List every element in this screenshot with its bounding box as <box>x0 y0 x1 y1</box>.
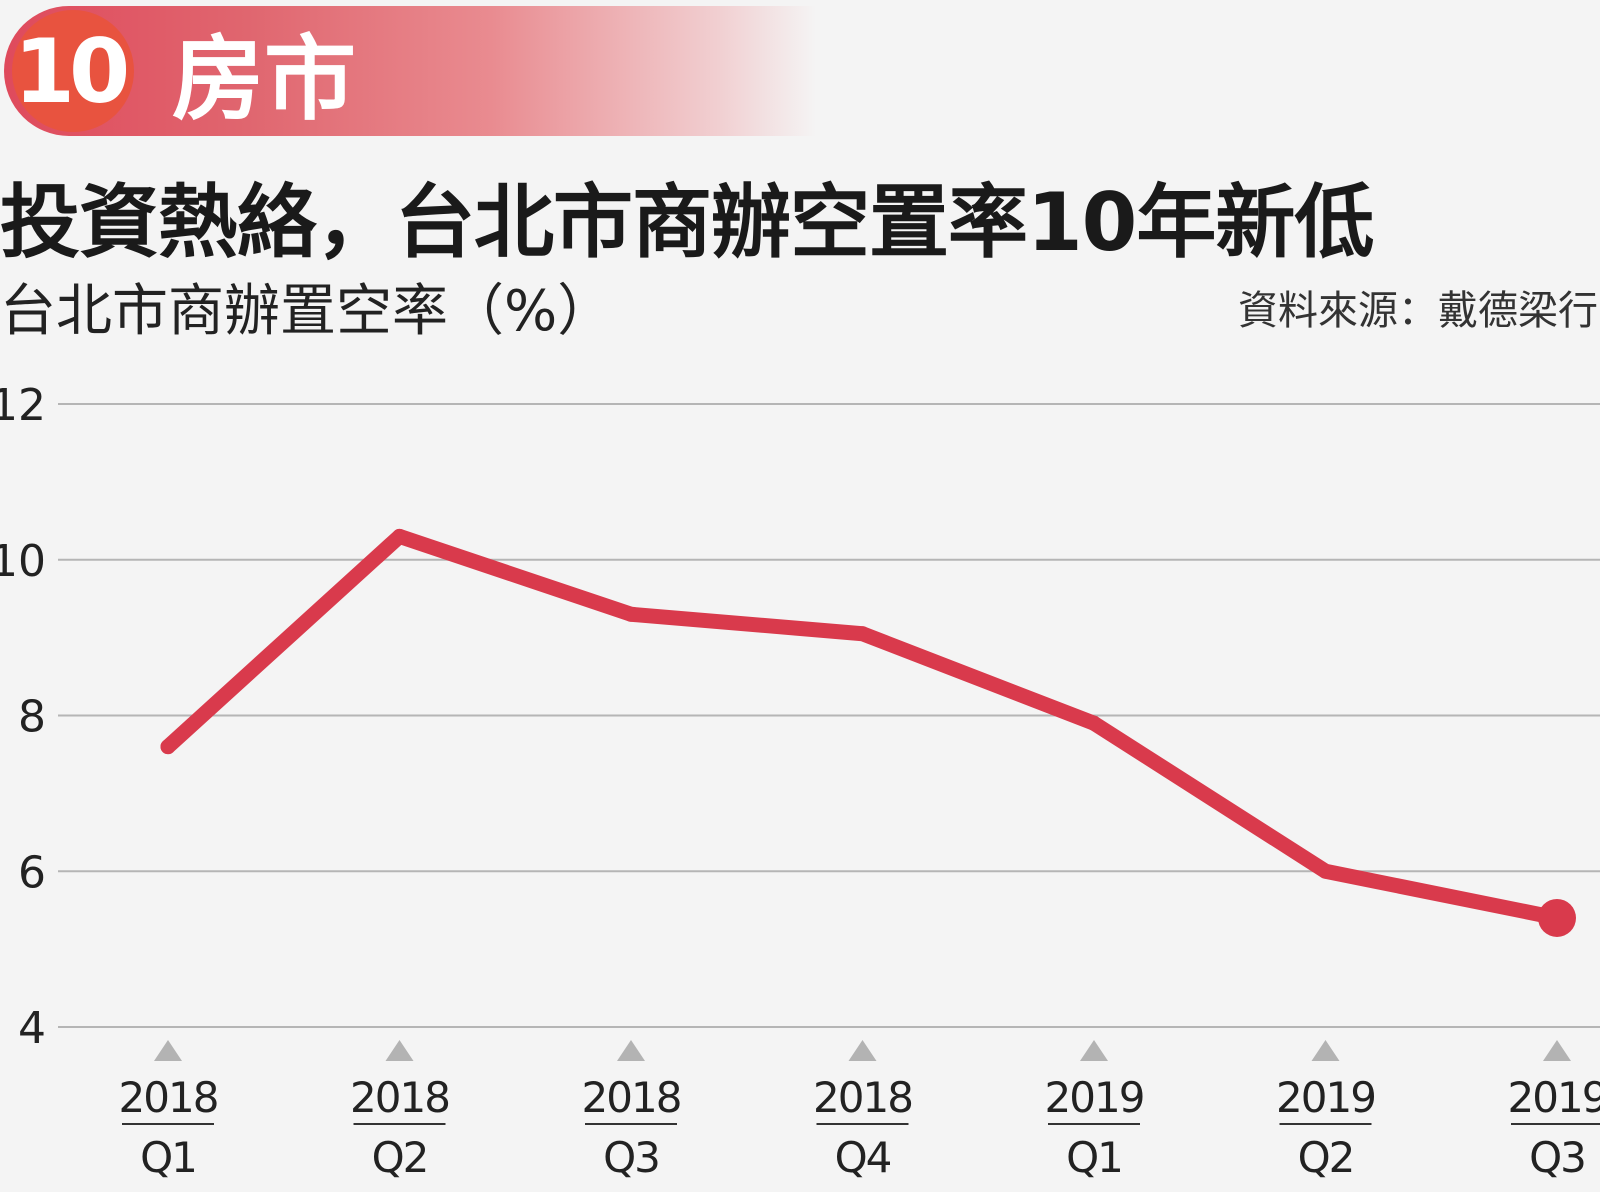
x-tick-year: 2018 <box>813 1073 912 1122</box>
x-tick-quarter: Q4 <box>835 1133 891 1182</box>
series <box>160 528 1576 937</box>
section-number-badge: 10 <box>12 10 134 132</box>
x-tick-year: 2019 <box>1045 1073 1144 1122</box>
data-point <box>855 626 870 642</box>
x-tick-year: 2018 <box>119 1073 218 1122</box>
y-tick-label: 12 <box>0 380 46 431</box>
data-point <box>623 606 639 622</box>
y-axis-unit-label: 台北市商辦置空率（%） <box>0 279 614 344</box>
x-tick-year: 2018 <box>582 1073 681 1122</box>
data-point <box>1318 863 1333 879</box>
section-number: 10 <box>13 19 130 123</box>
x-tick-quarter: Q1 <box>1066 1133 1122 1182</box>
x-tick-quarter: Q3 <box>1529 1133 1585 1182</box>
data-point <box>1086 715 1102 731</box>
x-tick-quarter: Q3 <box>603 1133 659 1182</box>
data-point <box>392 528 407 544</box>
section-banner <box>4 6 816 136</box>
series-line <box>160 528 1565 926</box>
x-tick-quarter: Q2 <box>372 1133 428 1182</box>
x-tick-marker <box>385 1040 414 1061</box>
x-tick-marker <box>1311 1040 1340 1061</box>
end-point-marker <box>1538 898 1576 937</box>
x-tick-year: 2018 <box>350 1073 449 1122</box>
x-tick-quarter: Q1 <box>140 1133 196 1182</box>
x-tick-marker <box>154 1040 182 1061</box>
x-axis: 2018 Q1 2018 Q2 2018 Q3 2018 Q4 2019 Q1 2019 Q2 2019… <box>119 1040 1600 1182</box>
x-tick-year: 2019 <box>1276 1073 1375 1122</box>
y-tick-label: 10 <box>0 536 46 587</box>
y-tick-label: 8 <box>18 692 46 743</box>
headline: 投資熱絡，台北市商辦空置率10年新低 <box>0 176 1374 269</box>
x-tick-marker <box>1543 1040 1571 1061</box>
section-title: 房市 <box>172 25 357 133</box>
x-tick-marker <box>1080 1040 1108 1061</box>
x-tick-year: 2019 <box>1508 1073 1600 1122</box>
gridlines <box>58 403 1600 1028</box>
data-point <box>160 739 176 755</box>
x-tick-quarter: Q2 <box>1298 1133 1354 1182</box>
y-tick-label: 4 <box>18 1003 46 1054</box>
x-tick-marker <box>617 1040 645 1061</box>
data-source: 資料來源：戴德梁行 <box>1238 288 1598 334</box>
y-axis-ticks: 12 10 8 6 4 <box>0 380 46 1054</box>
y-tick-label: 6 <box>18 847 46 898</box>
x-tick-marker <box>848 1040 877 1061</box>
